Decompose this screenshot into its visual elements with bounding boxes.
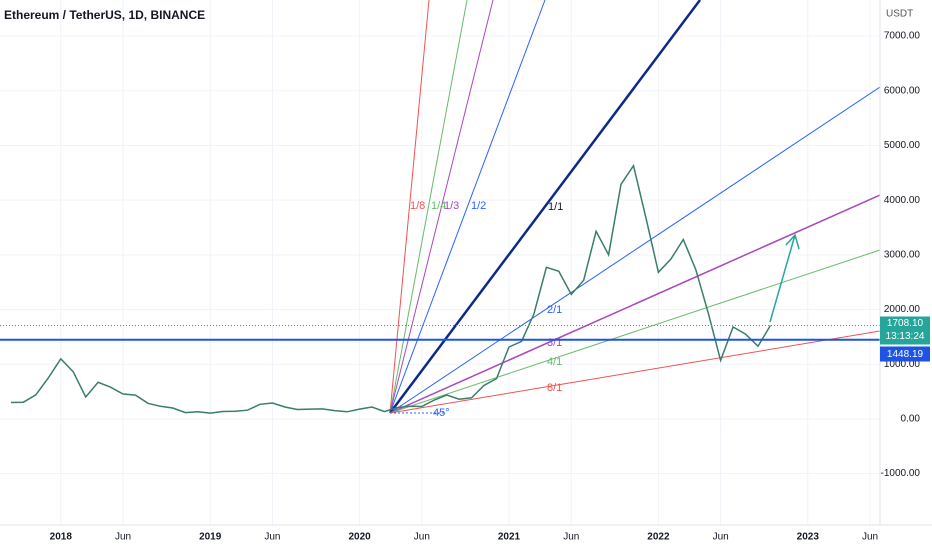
x-tick-label: 2021 [498,532,521,543]
y-tick-label: 0.00 [901,414,921,425]
x-tick-label: 2022 [647,532,670,543]
arrow [769,233,800,323]
y-tick-label: 5000.00 [884,140,921,151]
x-tick-label: 2020 [348,532,371,543]
fan-label: 1/2 [471,200,486,212]
fan-line [389,0,546,414]
x-tick-label: Jun [414,532,430,543]
fan-label: 1/1 [548,201,563,213]
x-tick-label: Jun [115,532,131,543]
level-box [880,346,930,362]
y-tick-label: 2000.00 [884,304,921,315]
fan-line [389,0,494,414]
fan-line [389,330,880,414]
fan-label: 3/1 [547,337,562,349]
y-tick-label: -1000.00 [881,468,921,479]
y-tick-label: 3000.00 [884,249,921,260]
x-tick-label: 2023 [797,532,820,543]
chart-title: Ethereum / TetherUS, 1D, BINANCE [4,8,205,22]
y-tick-label: 6000.00 [884,85,921,96]
price-line [10,163,772,414]
x-tick-label: Jun [862,532,878,543]
fan-label: 4/1 [547,356,562,368]
last-price-box [880,316,930,345]
x-tick-label: Jun [713,532,729,543]
gann-fan [389,0,880,414]
overlay: 7000.00 6000.00 5000.00 4000.00 3000.00 2000.… [50,31,930,543]
x-tick-label: Jun [264,532,280,543]
fan-label: 1/3 [444,200,459,212]
level-label: 1448.19 [887,349,924,360]
y-tick-label: 7000.00 [884,31,921,42]
x-tick-label: 2018 [50,532,73,543]
x-tick-label: 2019 [199,532,222,543]
fan-labels: 1/8 1/4 1/3 1/2 1/1 2/1 3/1 4/1 8/1 45° [410,200,563,419]
price [0,163,880,414]
fan-label: 1/4 [431,200,446,212]
fan-line [389,194,880,414]
countdown: 13:13:24 [886,331,925,342]
fan-line [389,86,880,414]
fan-label: 1/8 [410,200,425,212]
last-price-label: 1708.10 [887,318,924,329]
x-tick-label: Jun [563,532,579,543]
fan-line [389,0,430,414]
fan-line [389,0,701,414]
y-axis-label: USDT [886,9,913,20]
grid [0,0,880,525]
y-tick-label: 4000.00 [884,195,921,206]
fan-label: 2/1 [547,304,562,316]
fan-label: 8/1 [547,382,562,394]
y-tick-label: 1000.00 [884,359,921,370]
fan-line [389,249,880,414]
fan-line [389,0,468,414]
angle-label: 45° [433,407,450,419]
